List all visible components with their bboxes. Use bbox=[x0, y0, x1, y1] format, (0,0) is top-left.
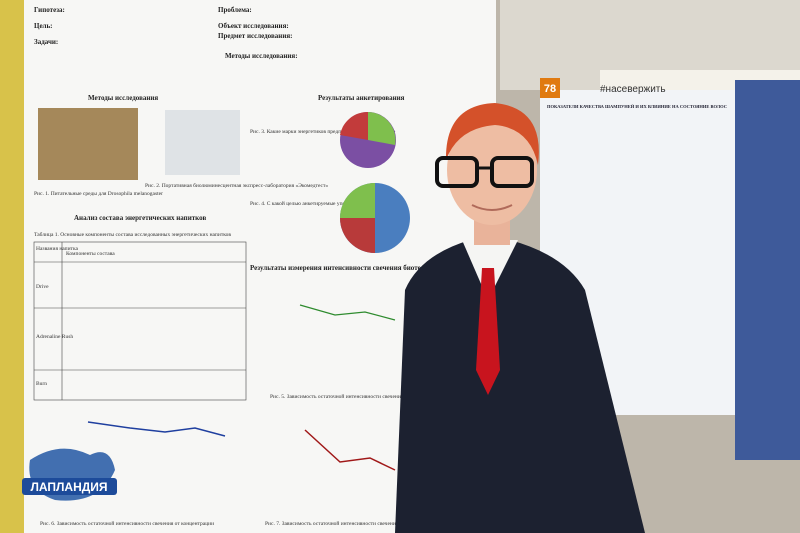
pie-slice bbox=[340, 218, 375, 253]
table-cell: Drive bbox=[36, 284, 49, 290]
pie-slice bbox=[368, 112, 396, 145]
heading: Методы исследования bbox=[88, 94, 158, 102]
line: Задачи: bbox=[34, 38, 58, 46]
watermark-band bbox=[22, 478, 117, 495]
table bbox=[33, 241, 247, 401]
table-header: Компоненты состава bbox=[66, 251, 115, 257]
caption: Рис. 1. Питательные среды для Drosophila… bbox=[34, 191, 163, 197]
poster-title: ПОКАЗАТЕЛИ КАЧЕСТВА ШАМПУНЕЙ И ИХ ВЛИЯНИ… bbox=[547, 104, 727, 109]
pie-slice bbox=[340, 111, 368, 140]
graph-line bbox=[304, 429, 396, 471]
student bbox=[395, 103, 645, 533]
table-header: Названия напитка bbox=[36, 246, 79, 252]
graph-line bbox=[87, 421, 226, 437]
table-cell: Adrenaline Rush bbox=[36, 334, 73, 340]
pie-slice bbox=[340, 183, 375, 218]
caption: Рис. 7. Зависимость остаточной интенсивн… bbox=[265, 520, 404, 527]
booth-number: 78 bbox=[544, 83, 556, 95]
line: Цель: bbox=[34, 22, 53, 30]
poster-far-right bbox=[735, 80, 800, 460]
graph-line bbox=[299, 304, 396, 321]
caption: Рис. 4. С какой целью анкетируемые употр… bbox=[250, 200, 395, 207]
table-cell: Burn bbox=[36, 381, 47, 387]
heading: Результаты измерения интенсивности свече… bbox=[250, 264, 447, 272]
stand-edge bbox=[0, 0, 24, 533]
line: Гипотеза: bbox=[34, 6, 65, 14]
heading: Результаты анкетирования bbox=[318, 94, 405, 102]
caption: Рис. 5. Зависимость остаточной интенсивн… bbox=[270, 393, 409, 400]
photo-flies bbox=[38, 108, 138, 180]
table-caption: Таблица 1. Основные компоненты состава и… bbox=[34, 231, 231, 238]
line: Методы исследования: bbox=[225, 52, 298, 60]
line: Проблема: bbox=[218, 6, 252, 14]
photo-device bbox=[165, 110, 240, 175]
watermark: ЛАПЛАНДИЯ bbox=[30, 480, 107, 494]
caption: Рис. 3. Какие марки энергетиков предпочи… bbox=[250, 129, 396, 135]
poster-text: Гипотеза: Цель: Задачи: Проблема: Объект… bbox=[34, 6, 447, 527]
booth-badge bbox=[540, 78, 560, 98]
line: Объект исследования: bbox=[218, 22, 289, 30]
hashtag: #насевержить bbox=[600, 84, 666, 95]
caption: Рис. 2. Портативная биолюминесцентная эк… bbox=[145, 182, 328, 189]
line: Предмет исследования: bbox=[218, 32, 292, 40]
caption: Рис. 6. Зависимость остаточной интенсивн… bbox=[40, 520, 214, 527]
heading: Анализ состава энергетических напитков bbox=[74, 214, 206, 222]
